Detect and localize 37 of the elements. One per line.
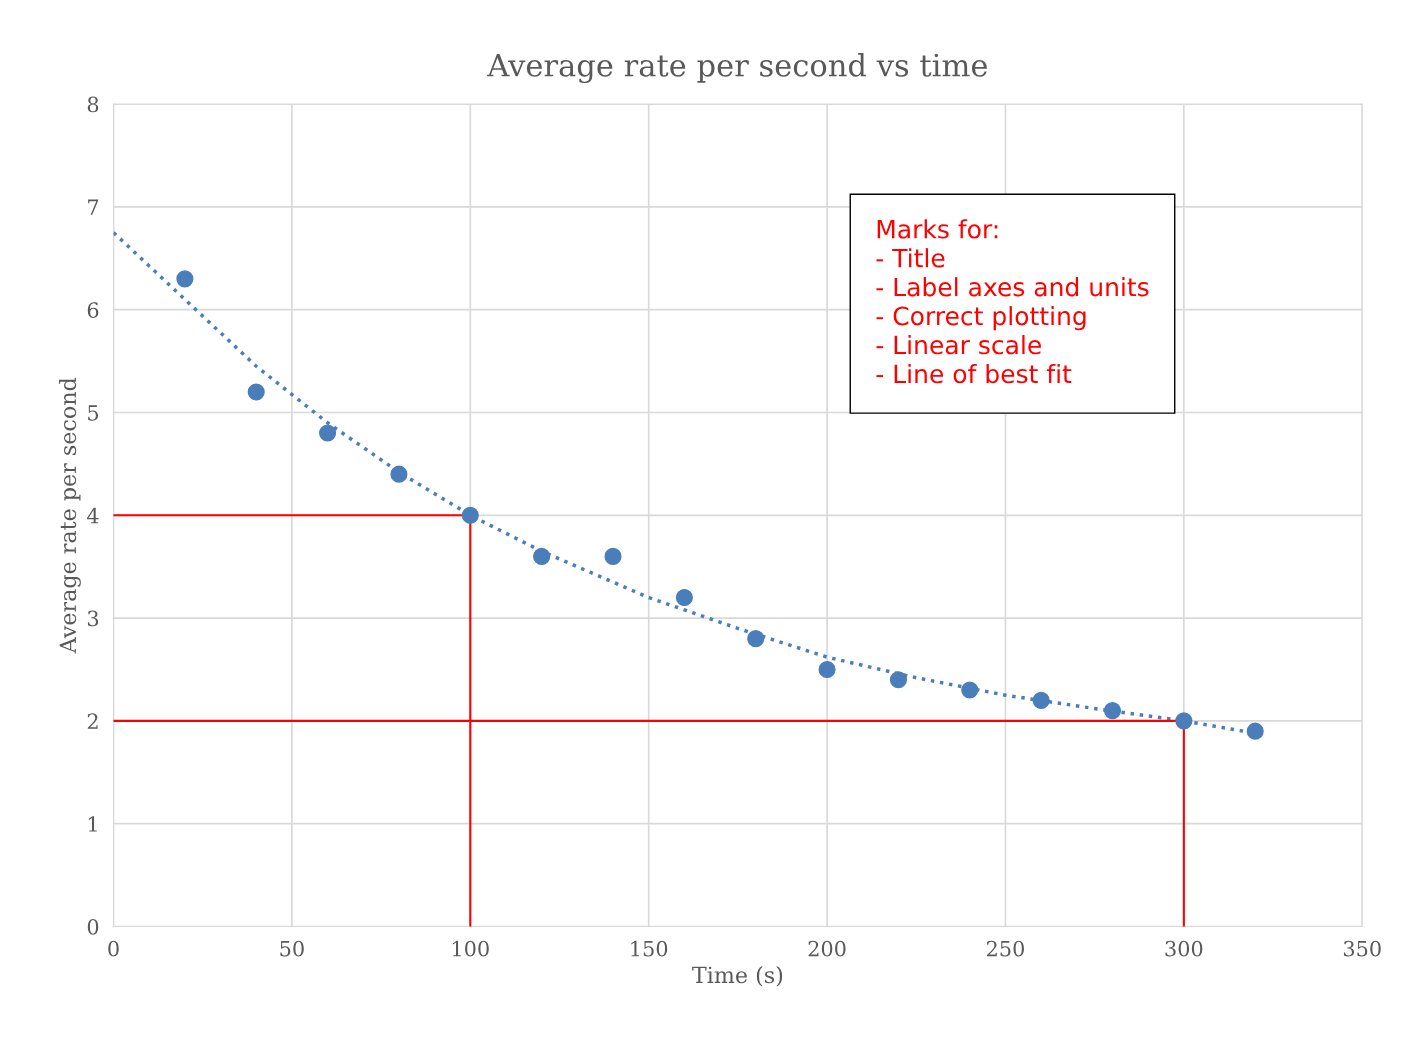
point — [461, 506, 479, 524]
y-tick-label: 2 — [87, 713, 98, 729]
point — [319, 424, 337, 442]
point — [818, 660, 836, 679]
point — [176, 270, 194, 288]
x-tick-label: 200 — [808, 940, 846, 957]
point — [961, 681, 979, 699]
y-tick-label: 0 — [87, 918, 99, 935]
x-tick-label: 50 — [280, 940, 304, 957]
x-tick-label: 100 — [452, 940, 489, 957]
point — [747, 630, 765, 648]
x-tick-label: 150 — [631, 940, 668, 957]
y-tick-label: 4 — [87, 507, 99, 524]
chart-title: Average rate per second vs time — [487, 53, 987, 84]
point — [533, 547, 551, 565]
point — [1246, 722, 1264, 740]
y-tick-label: 7 — [88, 199, 99, 215]
x-tick-label: 250 — [986, 940, 1024, 957]
point — [247, 383, 265, 401]
point — [1103, 702, 1122, 720]
point — [1175, 712, 1193, 730]
y-tick-label: 5 — [88, 405, 99, 421]
point — [1032, 691, 1050, 709]
point — [889, 671, 907, 689]
point — [675, 588, 693, 607]
x-tick-label: 350 — [1343, 940, 1381, 957]
point — [604, 547, 622, 565]
y-axis-title: Average rate per second — [59, 377, 81, 654]
x-axis-title: Time (s) — [692, 966, 783, 987]
y-tick-label: 1 — [88, 816, 97, 832]
y-tick-label: 3 — [87, 610, 99, 627]
point — [390, 465, 408, 483]
x-tick-label: 0 — [108, 940, 119, 957]
y-tick-label: 8 — [87, 96, 99, 113]
annotation: Marks for: - Title - Label axes and units - Correct plotting - Linear scale - Line of best fit — [876, 219, 1149, 384]
x-tick-label: 300 — [1165, 940, 1203, 957]
y-tick-label: 6 — [87, 302, 99, 318]
